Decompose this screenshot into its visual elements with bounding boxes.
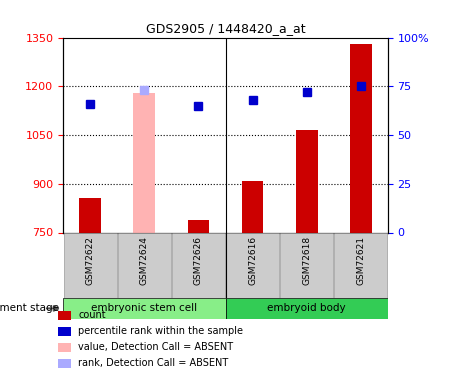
Text: rank, Detection Call = ABSENT: rank, Detection Call = ABSENT: [78, 358, 228, 368]
Bar: [58, 327, 71, 336]
Bar: [226, 232, 279, 298]
Bar: [58, 359, 71, 368]
Bar: [242, 180, 263, 232]
Text: GSM72618: GSM72618: [302, 236, 311, 285]
Bar: [118, 232, 171, 298]
Bar: [79, 198, 101, 232]
Bar: [280, 232, 333, 298]
Bar: [133, 93, 155, 232]
Text: development stage: development stage: [0, 303, 59, 313]
Bar: [296, 130, 318, 232]
Bar: [188, 219, 209, 232]
Bar: [226, 298, 388, 319]
Text: value, Detection Call = ABSENT: value, Detection Call = ABSENT: [78, 342, 233, 352]
Text: embryoid body: embryoid body: [267, 303, 346, 313]
Text: GSM72624: GSM72624: [140, 236, 149, 285]
Text: percentile rank within the sample: percentile rank within the sample: [78, 326, 243, 336]
Bar: [58, 343, 71, 352]
Text: embryonic stem cell: embryonic stem cell: [91, 303, 198, 313]
Text: GSM72626: GSM72626: [194, 236, 203, 285]
Bar: [58, 311, 71, 320]
Bar: [172, 232, 225, 298]
Text: GSM72621: GSM72621: [356, 236, 365, 285]
Bar: [350, 44, 372, 232]
Bar: [63, 298, 226, 319]
Bar: [64, 232, 117, 298]
Text: GSM72616: GSM72616: [248, 236, 257, 285]
Title: GDS2905 / 1448420_a_at: GDS2905 / 1448420_a_at: [146, 22, 305, 35]
Text: GSM72622: GSM72622: [86, 236, 95, 285]
Text: count: count: [78, 310, 106, 321]
Bar: [334, 232, 387, 298]
